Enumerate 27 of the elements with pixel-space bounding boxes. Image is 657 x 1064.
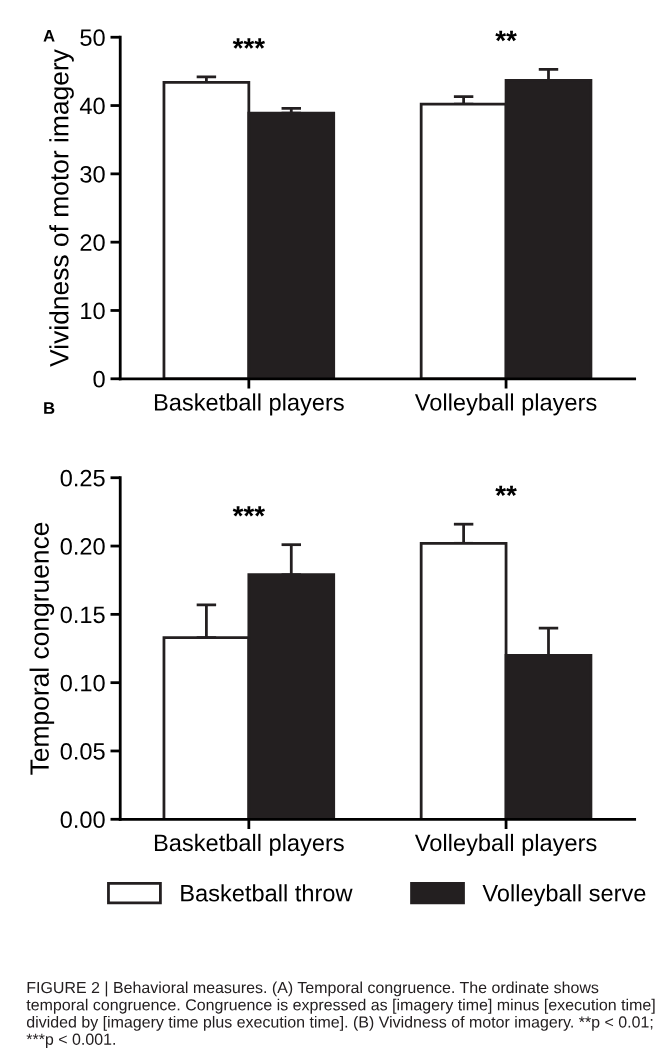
y-tick-label: 0.15 (60, 606, 105, 624)
y-tick-label: 0.25 (60, 469, 105, 487)
x-tick-label: Volleyball players (414, 833, 597, 856)
y-axis-title: Temporal congruence (29, 522, 55, 775)
y-tick-label: 10 (81, 302, 105, 320)
y-tick-label: 0.05 (60, 743, 105, 760)
x-tick-label: Basketball players (154, 393, 344, 416)
chart-title: A (43, 30, 55, 42)
legend-label: Volleyball serve (482, 884, 646, 907)
x-tick-label: Volleyball players (414, 393, 597, 416)
annotation: *** (232, 506, 266, 517)
annotation: ** (495, 485, 517, 496)
y-tick-label: 0 (93, 370, 105, 388)
y-axis-title: Vividness of motor imagery (49, 49, 74, 367)
x-tick-label: Basketball players (154, 833, 344, 856)
y-tick-label: 30 (80, 165, 105, 183)
y-tick-label: 40 (79, 97, 105, 115)
y-tick-label: 0.00 (60, 811, 105, 829)
y-tick-label: 0.20 (60, 538, 105, 555)
legend-label: Basketball throw (181, 884, 353, 902)
chart-title: B (44, 402, 55, 414)
annotation: ** (495, 30, 517, 42)
annotation: *** (232, 38, 266, 49)
y-tick-label: 0.10 (60, 674, 105, 692)
text: FIGURE 2 | Behavioral measures. (A) Temporal congruence. The ordinate shows temporal congruence. Congruence is expressed as [imagery time] minus [execution time] divided by [imagery time plus execution time]. (B) Vividness of motor imagery. **p < 0.01; ***p < 0.001. (26, 981, 655, 1049)
y-tick-label: 20 (80, 234, 105, 251)
y-tick-label: 50 (80, 29, 105, 47)
